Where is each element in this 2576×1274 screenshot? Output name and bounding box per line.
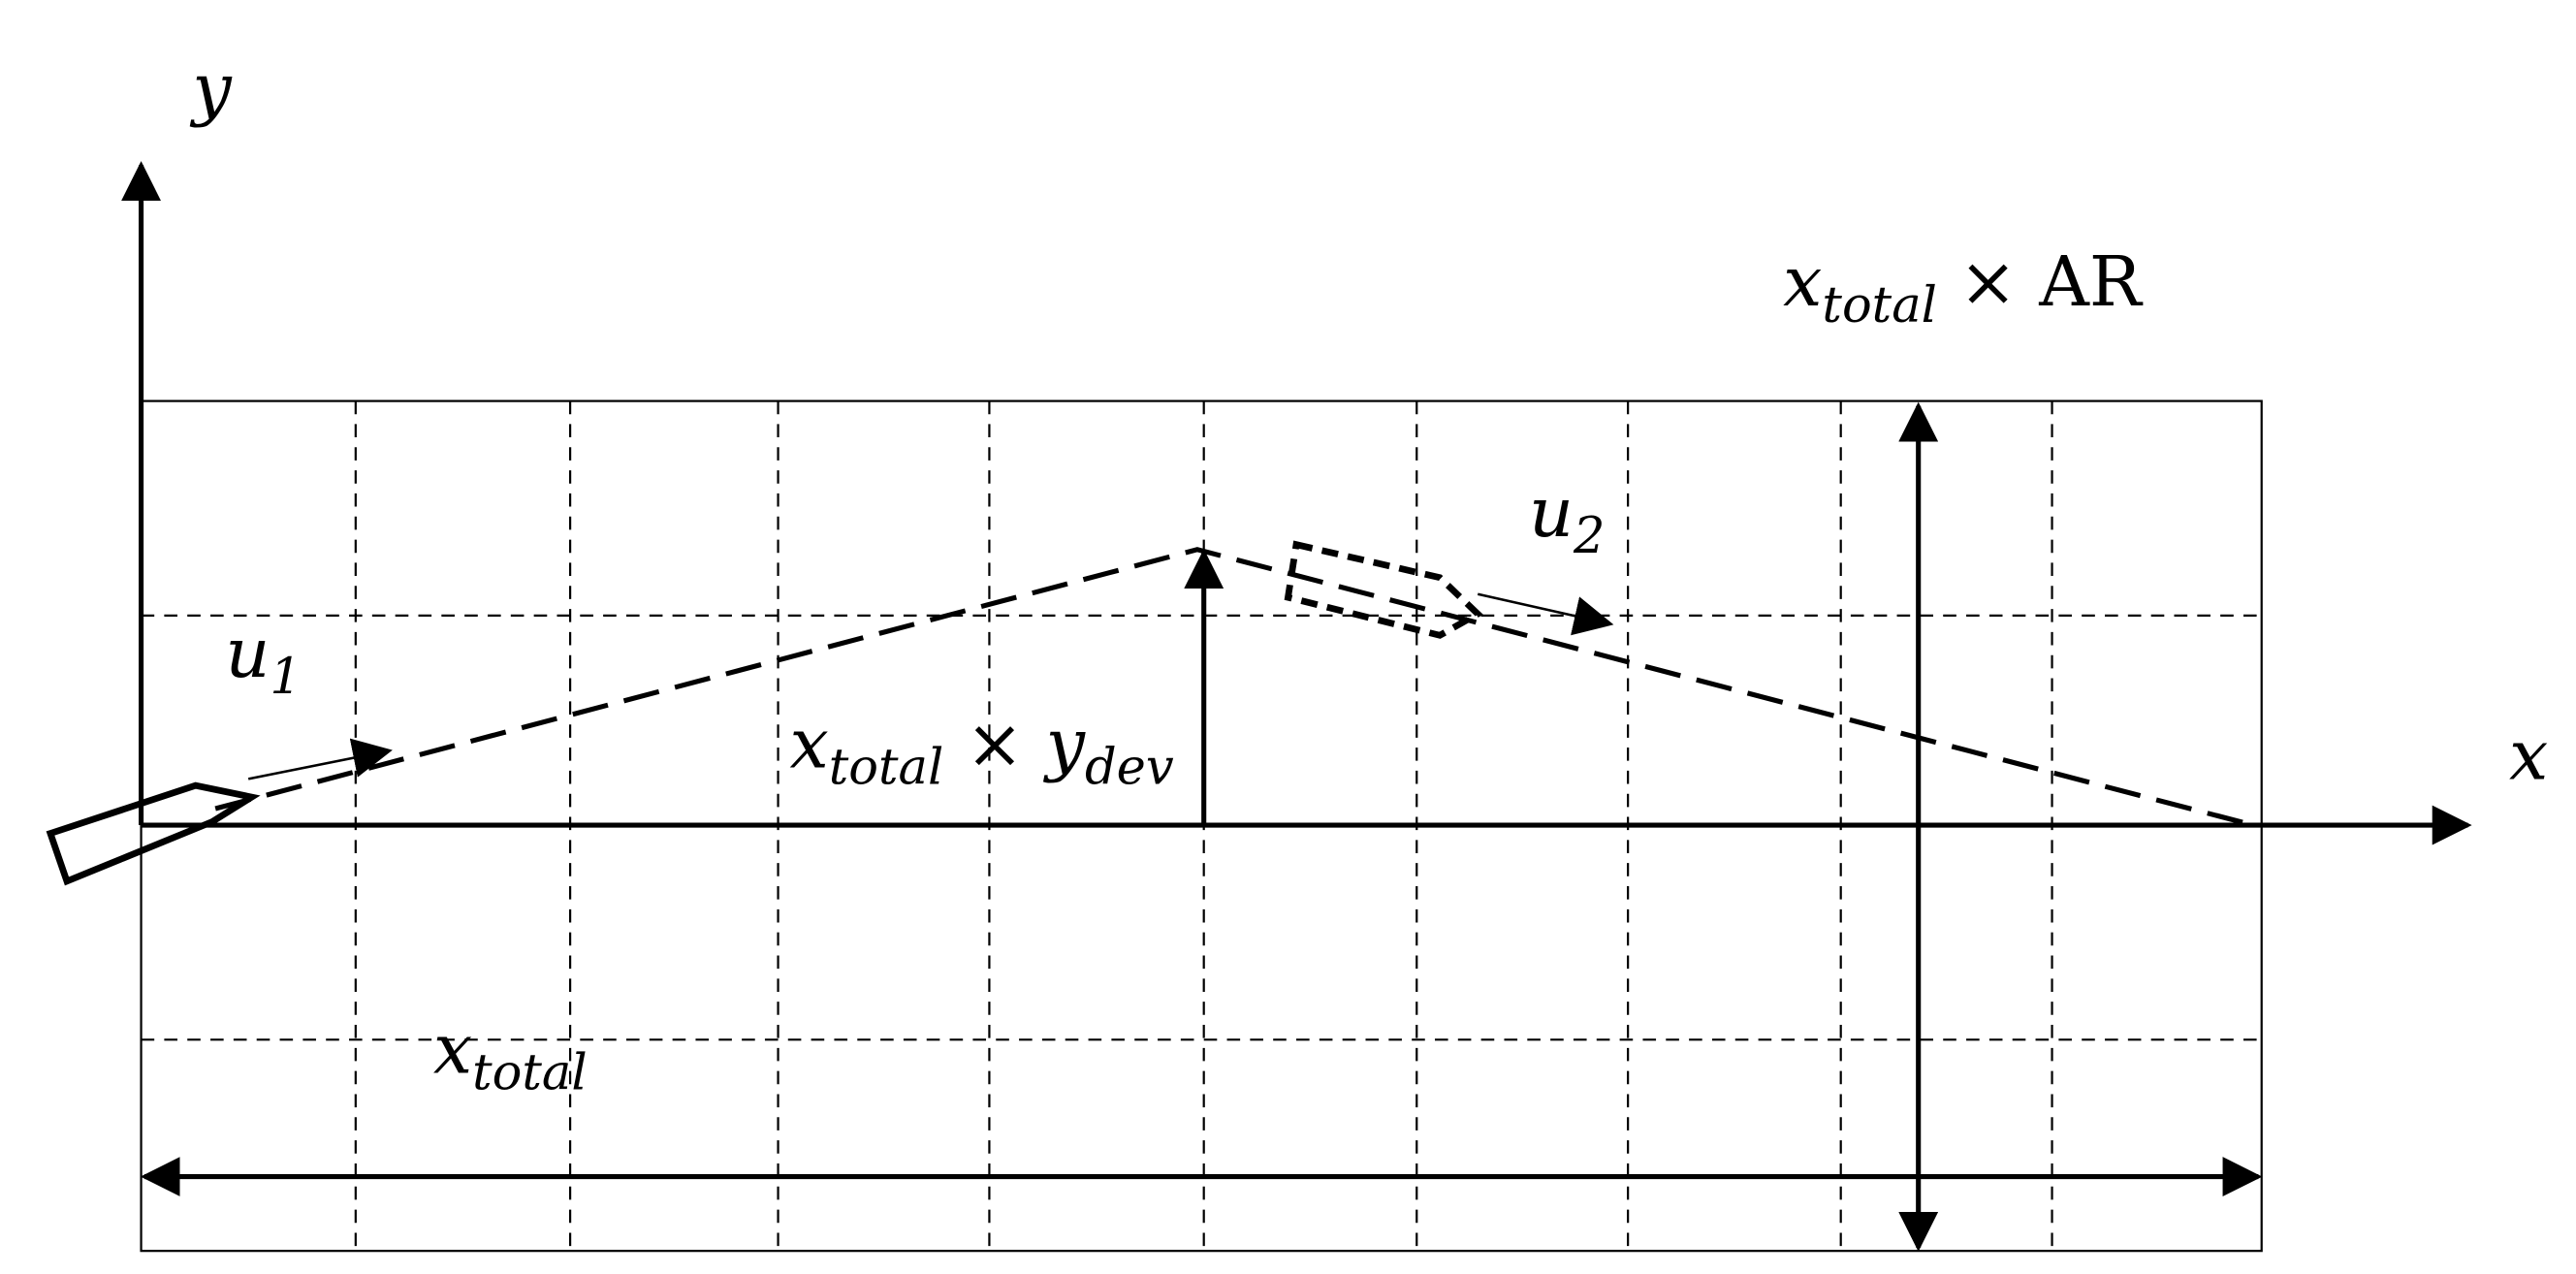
label-main: u (225, 613, 270, 693)
label-sub: total (472, 1044, 588, 1101)
label-sub: dev (1085, 739, 1174, 796)
length-label: xtotal (433, 1008, 588, 1101)
label-main: x (433, 1008, 472, 1089)
u1-label: u1 (225, 613, 302, 706)
label-rest: × y (943, 703, 1086, 783)
u2-arrow (1477, 592, 1614, 636)
label-main: x (1783, 241, 1822, 322)
label-sub: total (829, 739, 944, 796)
label-rest: × AR (1937, 241, 2144, 322)
label-main: x (789, 703, 828, 783)
label-sub: total (1822, 277, 1937, 334)
ship-moved (1284, 540, 1483, 639)
ship-start (46, 781, 261, 886)
height-label: xtotal × AR (1783, 241, 2144, 334)
u1-arrow (247, 738, 393, 780)
u2-label: u2 (1529, 472, 1606, 565)
y-axis-label: y (189, 48, 233, 129)
velocity-arrows (247, 592, 1614, 780)
label-main: u (1529, 472, 1574, 553)
x-axis-label: x (2509, 715, 2548, 795)
axes (121, 161, 2472, 845)
deviation-label: xtotal × ydev (789, 703, 1173, 796)
path (214, 547, 2254, 828)
label-sub: 2 (1573, 508, 1605, 565)
dimension-arrows (140, 401, 2263, 1252)
label-sub: 1 (270, 649, 301, 706)
